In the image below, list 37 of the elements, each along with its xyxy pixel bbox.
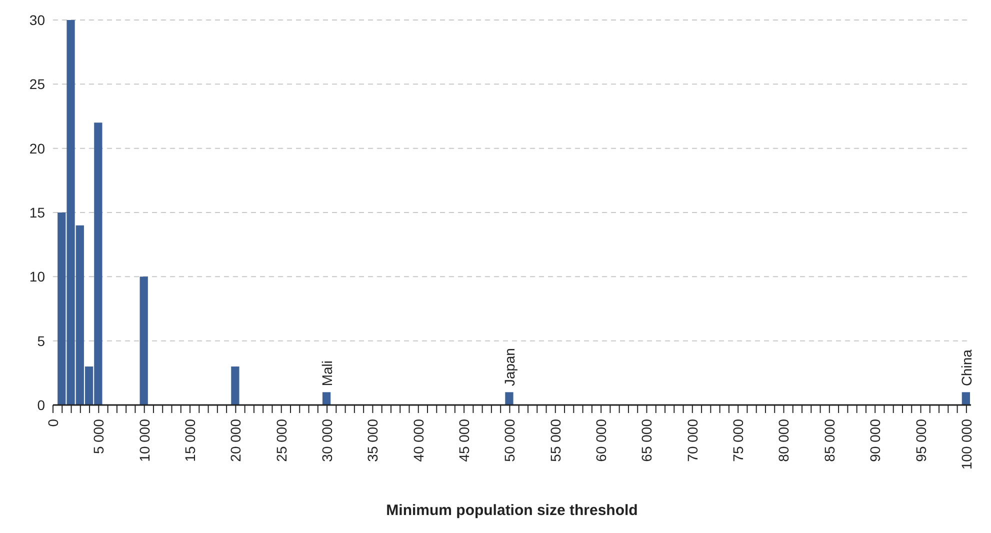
x-tick-label: 15 000 xyxy=(182,418,198,462)
y-tick-label: 15 xyxy=(29,204,46,220)
x-tick-label: 20 000 xyxy=(228,418,244,462)
x-tick-label: 45 000 xyxy=(456,418,472,462)
x-tick-label: 50 000 xyxy=(502,418,518,462)
bar xyxy=(962,392,970,405)
x-tick-label: 90 000 xyxy=(867,418,884,462)
bar xyxy=(231,366,240,405)
y-tick-label: 25 xyxy=(29,76,46,92)
y-tick-label: 20 xyxy=(29,140,46,156)
y-tick-label: 30 xyxy=(29,12,46,28)
x-tick-label: 30 000 xyxy=(319,418,336,462)
x-tick-label: 85 000 xyxy=(821,418,838,462)
x-tick-label: 0 xyxy=(45,418,61,427)
x-axis-title: Minimum population size threshold xyxy=(386,502,638,519)
annotation: China xyxy=(958,349,974,386)
y-tick-label: 10 xyxy=(29,268,46,285)
x-tick-label: 70 000 xyxy=(684,418,700,462)
x-tick-label: 75 000 xyxy=(730,418,746,462)
x-tick-label: 35 000 xyxy=(364,418,381,462)
annotation: Japan xyxy=(502,348,518,386)
bar xyxy=(505,392,514,405)
x-tick-label: 25 000 xyxy=(273,418,290,462)
x-tick-label: 95 000 xyxy=(912,418,929,462)
y-tick-label: 5 xyxy=(37,332,46,349)
x-tick-label: 80 000 xyxy=(776,418,792,462)
x-tick-label: 5 000 xyxy=(90,418,107,454)
x-tick-label: 65 000 xyxy=(638,418,655,462)
x-tick-label: 100 000 xyxy=(958,418,974,470)
x-tick-label: 55 000 xyxy=(547,418,564,462)
x-tick-label: 10 000 xyxy=(136,418,152,462)
x-tick-label: 60 000 xyxy=(593,418,610,462)
y-tick-label: 0 xyxy=(37,396,46,413)
bar xyxy=(322,392,331,405)
bar xyxy=(140,276,148,405)
annotation: Mali xyxy=(319,360,336,386)
x-tick-label: 40 000 xyxy=(410,418,426,462)
